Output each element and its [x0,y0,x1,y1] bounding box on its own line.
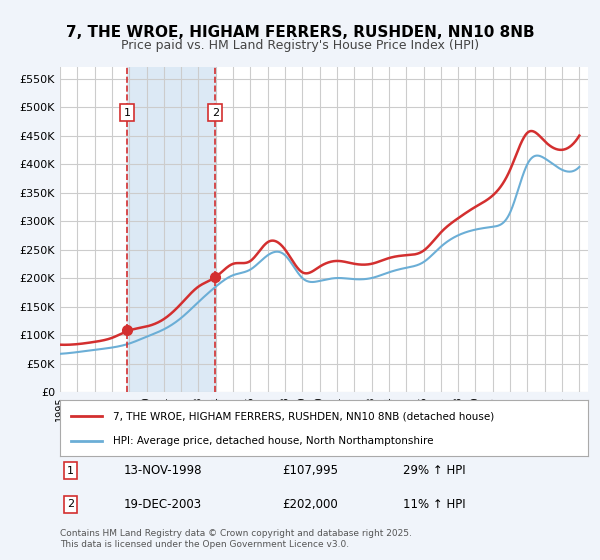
Text: 1: 1 [67,466,74,476]
Text: £107,995: £107,995 [282,464,338,477]
Text: 2: 2 [212,108,219,118]
Text: HPI: Average price, detached house, North Northamptonshire: HPI: Average price, detached house, Nort… [113,436,433,446]
Bar [127,67,215,392]
Text: £202,000: £202,000 [282,498,338,511]
Text: Contains HM Land Registry data © Crown copyright and database right 2025.
This d: Contains HM Land Registry data © Crown c… [60,529,412,549]
Text: 19-DEC-2003: 19-DEC-2003 [124,498,202,511]
Text: 13-NOV-1998: 13-NOV-1998 [124,464,202,477]
Text: 1: 1 [124,108,130,118]
Text: Price paid vs. HM Land Registry's House Price Index (HPI): Price paid vs. HM Land Registry's House … [121,39,479,52]
Text: 7, THE WROE, HIGHAM FERRERS, RUSHDEN, NN10 8NB (detached house): 7, THE WROE, HIGHAM FERRERS, RUSHDEN, NN… [113,411,494,421]
Text: 29% ↑ HPI: 29% ↑ HPI [403,464,466,477]
Text: 7, THE WROE, HIGHAM FERRERS, RUSHDEN, NN10 8NB: 7, THE WROE, HIGHAM FERRERS, RUSHDEN, NN… [65,25,535,40]
Text: 2: 2 [67,500,74,509]
Text: 11% ↑ HPI: 11% ↑ HPI [403,498,466,511]
